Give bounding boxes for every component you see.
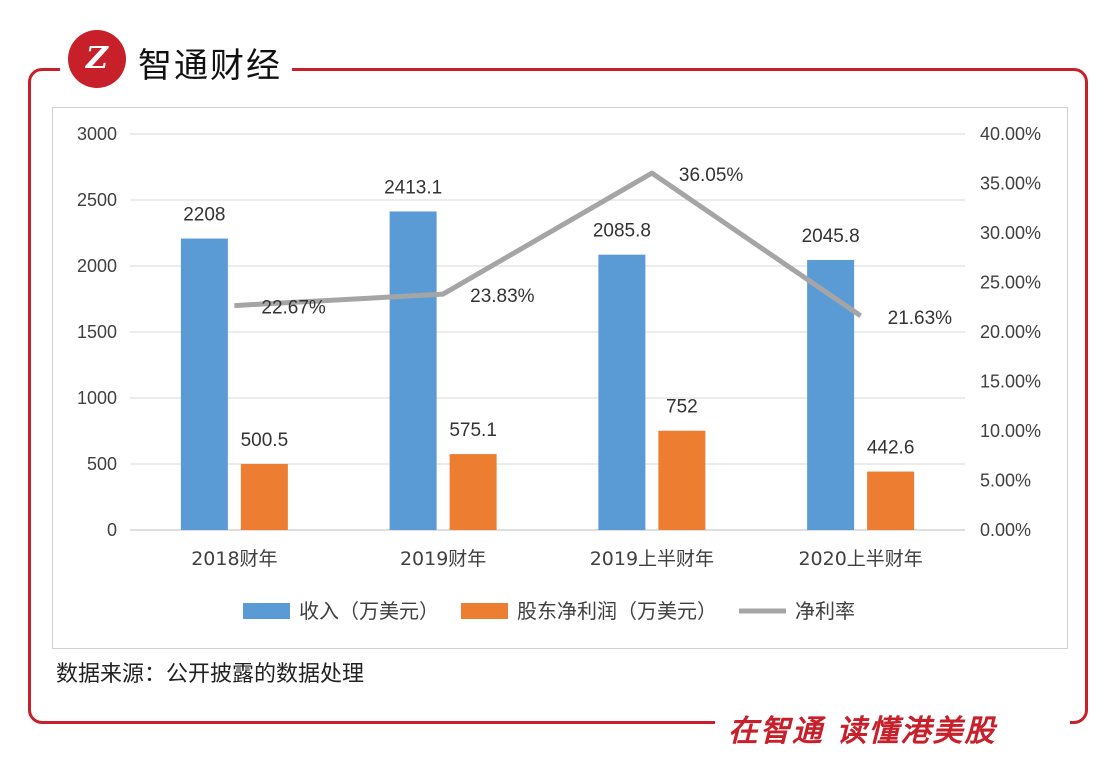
line-data-label: 22.67% bbox=[261, 298, 326, 319]
brand-logo-icon: Z bbox=[68, 30, 126, 88]
bar-data-label: 442.6 bbox=[867, 438, 915, 459]
bar-profit bbox=[449, 454, 497, 530]
footer-slogan: 在智通 读懂港美股 bbox=[728, 714, 997, 749]
bar-profit bbox=[867, 471, 915, 530]
y-right-tick-label: 35.00% bbox=[980, 174, 1041, 194]
bar-data-label: 2045.8 bbox=[802, 226, 860, 247]
bar-data-label: 500.5 bbox=[241, 430, 289, 451]
y-left-tick-label: 1000 bbox=[77, 388, 117, 408]
line-data-label: 36.05% bbox=[679, 165, 744, 186]
bar-data-label: 2085.8 bbox=[593, 221, 651, 242]
y-left-tick-label: 0 bbox=[107, 520, 117, 540]
legend-swatch bbox=[461, 603, 508, 619]
x-category-label: 2019财年 bbox=[400, 548, 486, 570]
y-left-tick-label: 2000 bbox=[77, 256, 117, 276]
y-right-tick-label: 5.00% bbox=[980, 471, 1031, 491]
source-note: 数据来源：公开披露的数据处理 bbox=[56, 662, 365, 687]
y-left-tick-label: 2500 bbox=[77, 190, 117, 210]
bar-revenue bbox=[598, 254, 646, 531]
y-right-tick-label: 30.00% bbox=[980, 223, 1041, 243]
y-right-tick-label: 40.00% bbox=[980, 124, 1041, 144]
y-right-tick-label: 15.00% bbox=[980, 372, 1041, 392]
y-left-tick-label: 1500 bbox=[77, 322, 117, 342]
legend-label: 净利率 bbox=[795, 599, 855, 623]
y-left-tick-label: 500 bbox=[87, 454, 117, 474]
bar-profit bbox=[240, 463, 288, 530]
line-data-label: 23.83% bbox=[470, 286, 535, 307]
x-category-label: 2019上半财年 bbox=[590, 548, 714, 570]
legend-label: 收入（万美元） bbox=[299, 599, 439, 623]
line-net-margin bbox=[234, 170, 863, 318]
y-left-tick-label: 3000 bbox=[77, 124, 117, 144]
bar-data-label: 2208 bbox=[183, 205, 225, 226]
x-category-label: 2020上半财年 bbox=[798, 548, 922, 570]
bar-revenue bbox=[389, 211, 437, 530]
y-right-tick-label: 10.00% bbox=[980, 421, 1041, 441]
bar-revenue bbox=[180, 238, 228, 530]
legend-swatch bbox=[243, 603, 290, 619]
legend-label: 股东净利润（万美元） bbox=[517, 599, 717, 623]
bar-data-label: 2413.1 bbox=[384, 177, 442, 198]
frame-gap-bottom bbox=[715, 710, 1070, 738]
bar-data-label: 752 bbox=[666, 397, 698, 418]
y-right-tick-label: 25.00% bbox=[980, 273, 1041, 293]
x-category-label: 2018财年 bbox=[191, 548, 277, 570]
y-right-tick-label: 0.00% bbox=[980, 520, 1031, 540]
line-data-label: 21.63% bbox=[888, 308, 953, 329]
bar-revenue bbox=[807, 259, 855, 530]
brand-frame bbox=[28, 68, 1088, 724]
brand-name: 智通财经 bbox=[138, 46, 282, 86]
y-right-tick-label: 20.00% bbox=[980, 322, 1041, 342]
bar-data-label: 575.1 bbox=[449, 420, 497, 441]
bar-profit bbox=[658, 430, 706, 530]
